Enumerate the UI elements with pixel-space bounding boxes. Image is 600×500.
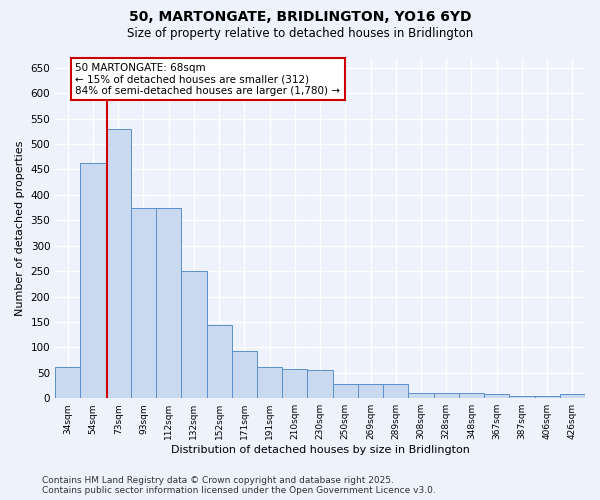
Bar (106, 128, 131, 398)
Text: 50, MARTONGATE, BRIDLINGTON, YO16 6YD: 50, MARTONGATE, BRIDLINGTON, YO16 6YD (129, 10, 471, 24)
Bar (560, 394, 585, 398)
Bar (535, 396, 560, 398)
Bar (409, 393, 434, 398)
Bar (383, 384, 409, 398)
Bar (55, 366, 80, 398)
Text: 50 MARTONGATE: 68sqm
← 15% of detached houses are smaller (312)
84% of semi-deta: 50 MARTONGATE: 68sqm ← 15% of detached h… (76, 62, 340, 96)
Bar (181, 271, 206, 398)
Bar (434, 393, 459, 398)
Bar (332, 384, 358, 398)
X-axis label: Distribution of detached houses by size in Bridlington: Distribution of detached houses by size … (170, 445, 470, 455)
Bar (257, 366, 282, 398)
Bar (307, 370, 332, 398)
Text: Size of property relative to detached houses in Bridlington: Size of property relative to detached ho… (127, 28, 473, 40)
Bar (80, 164, 106, 398)
Bar (156, 208, 181, 398)
Bar (131, 208, 156, 398)
Bar (509, 396, 535, 398)
Text: Contains HM Land Registry data © Crown copyright and database right 2025.
Contai: Contains HM Land Registry data © Crown c… (42, 476, 436, 495)
Bar (232, 351, 257, 398)
Bar (358, 384, 383, 398)
Bar (484, 394, 509, 398)
Y-axis label: Number of detached properties: Number of detached properties (15, 140, 25, 316)
Bar (206, 326, 232, 398)
Bar (282, 369, 307, 398)
Bar (459, 393, 484, 398)
